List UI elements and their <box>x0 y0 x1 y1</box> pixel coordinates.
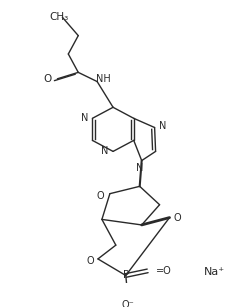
Text: O⁻: O⁻ <box>121 300 134 307</box>
Text: CH₃: CH₃ <box>50 12 69 22</box>
Text: O: O <box>174 212 181 223</box>
Text: N: N <box>136 163 143 173</box>
Text: O: O <box>86 256 94 266</box>
Text: N: N <box>159 121 166 131</box>
Text: NH: NH <box>96 74 111 84</box>
Text: P: P <box>123 270 129 281</box>
Text: N: N <box>81 113 88 123</box>
Text: Na⁺: Na⁺ <box>204 267 225 277</box>
Text: O: O <box>96 191 104 200</box>
Text: O: O <box>43 74 52 84</box>
Text: =O: =O <box>155 266 171 276</box>
Text: N: N <box>101 146 109 156</box>
